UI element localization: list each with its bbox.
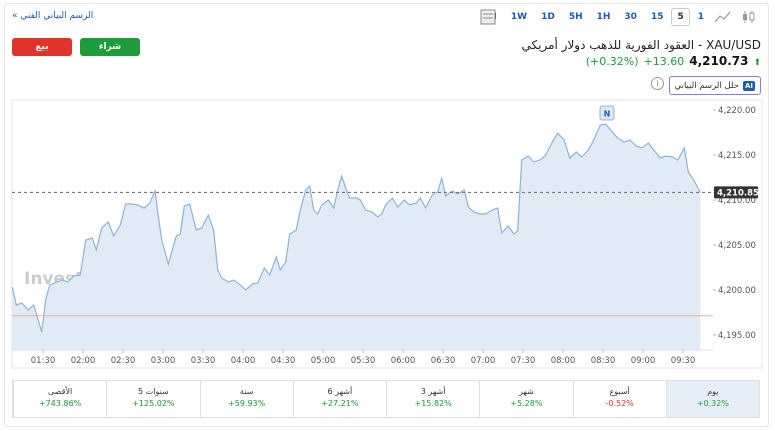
y-tick-label: 4,215.00	[718, 151, 756, 161]
x-tick-label: 02:00	[71, 356, 96, 366]
timeframe-button[interactable]: 30	[624, 12, 637, 22]
x-tick-label: 08:00	[551, 356, 576, 366]
period-label: الأقصى	[48, 387, 73, 396]
performance-cell[interactable]: أسبوع -0.52%	[572, 381, 666, 417]
change: +13.60	[643, 55, 685, 68]
performance-cell[interactable]: شهر +5.28%	[479, 381, 572, 417]
x-tick-label: 01:30	[31, 356, 56, 366]
y-tick-label: 4,205.00	[718, 241, 756, 251]
performance-cell[interactable]: الأقصى +743.86%	[13, 381, 106, 417]
period-label: 3 أشهر	[420, 387, 446, 396]
period-change: +743.86%	[38, 399, 82, 408]
timeframe-button[interactable]: 1H	[596, 12, 611, 22]
candle-icon[interactable]	[740, 9, 758, 25]
y-tick-label: 4,195.00	[718, 331, 756, 341]
period-change: +5.28%	[510, 399, 543, 408]
chart-type-icon[interactable]	[714, 9, 732, 25]
period-label: سنة	[239, 387, 254, 396]
price-row: (+0.32%) +13.60 4,210.73 ⬆	[586, 54, 761, 68]
x-tick-label: 02:30	[111, 356, 136, 366]
period-label: 5 سنوات	[138, 387, 169, 396]
y-tick-label: 4,220.00	[718, 106, 756, 116]
analyze-text[interactable]: حلل الرسم البياني	[674, 80, 739, 91]
x-tick-label: 07:00	[471, 356, 496, 366]
area-fill	[12, 124, 701, 350]
x-tick-label: 03:30	[191, 356, 216, 366]
timeframe-bar: 1M1W1D5H1H301551	[476, 8, 710, 26]
x-tick-label: 03:00	[151, 356, 176, 366]
y-tick-label: 4,210.00	[718, 196, 756, 206]
last-value-box	[714, 186, 758, 199]
performance-cell[interactable]: 6 أشهر +27.21%	[292, 381, 386, 417]
timeframe-button[interactable]: 5	[671, 8, 690, 26]
x-tick-label: 09:30	[671, 356, 696, 366]
x-tick-label: 07:30	[511, 356, 536, 366]
period-label: أسبوع	[609, 387, 630, 396]
x-tick-label: 09:00	[631, 356, 656, 366]
up-arrow: ⬆	[753, 58, 761, 68]
period-change: -0.52%	[605, 399, 634, 408]
news-marker: N	[604, 110, 611, 119]
change-percent: (+0.32%)	[585, 55, 639, 68]
performance-cell[interactable]: 5 سنوات +125.02%	[106, 381, 199, 417]
x-tick-label: 05:30	[351, 356, 376, 366]
instrument-title: XAU/USD - العقود الفورية للذهب دولار أمر…	[521, 38, 761, 52]
buy-button[interactable]: شراء	[80, 38, 140, 56]
period-change: +0.32%	[696, 399, 729, 408]
timeframe-button[interactable]: 1	[697, 12, 704, 22]
period-label: يوم	[707, 387, 719, 396]
news-marker-box	[599, 105, 615, 121]
last-value-label: 4,210.85	[717, 188, 759, 198]
performance-cell[interactable]: يوم +0.32%	[665, 381, 759, 417]
analyze-button[interactable]: AI حلل الرسم البياني	[668, 76, 761, 95]
sell-button[interactable]: بيع	[12, 38, 72, 56]
period-change: +27.21%	[321, 399, 359, 408]
timeframe-button[interactable]: 1D	[541, 12, 555, 22]
price-line	[11, 123, 701, 333]
performance-table: يوم +0.32% أسبوع -0.52% شهر +5.28% 3 أشهر +15.8…	[12, 380, 760, 418]
period-label: 6 أشهر	[327, 387, 353, 396]
chart-border	[11, 99, 763, 369]
performance-cell[interactable]: سنة +59.93%	[199, 381, 293, 417]
back-link-text[interactable]: الرسم البياني الفني	[20, 11, 94, 21]
x-tick-label: 08:30	[591, 356, 616, 366]
x-tick-label: 05:00	[311, 356, 336, 366]
y-tick-label: 4,200.00	[718, 286, 756, 296]
price: 4,210.73	[689, 54, 749, 68]
widget-frame	[4, 3, 769, 427]
period-change: +125.02%	[132, 399, 175, 408]
x-tick-label: 06:30	[431, 356, 456, 366]
timeframe-button[interactable]: 1W	[510, 12, 528, 22]
period-label: شهر	[518, 387, 534, 396]
back-link[interactable]: الرسم البياني الفني »	[12, 11, 94, 21]
x-tick-label: 06:00	[391, 356, 416, 366]
performance-cell[interactable]: 3 أشهر +15.82%	[386, 381, 479, 417]
info-icon[interactable]: i	[651, 77, 664, 90]
timeframe-button[interactable]: 5H	[568, 12, 583, 22]
period-change: +15.82%	[414, 399, 452, 408]
timeframe-button[interactable]: 15	[650, 12, 664, 22]
x-tick-label: 04:00	[231, 356, 256, 366]
layout-icon[interactable]	[480, 9, 496, 25]
ai-badge: AI	[742, 80, 755, 91]
period-change: +59.93%	[228, 399, 266, 408]
x-tick-label: 04:30	[271, 356, 296, 366]
